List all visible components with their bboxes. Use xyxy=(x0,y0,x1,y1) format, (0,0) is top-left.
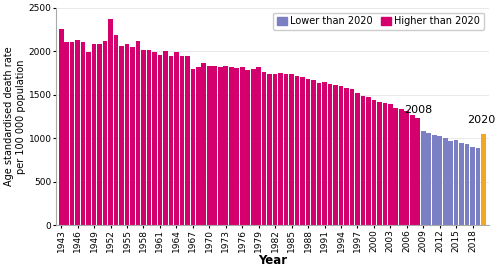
Bar xyxy=(212,66,217,225)
Bar xyxy=(426,133,431,225)
Bar xyxy=(180,56,184,225)
Bar xyxy=(202,63,206,225)
Bar xyxy=(218,67,222,225)
Bar xyxy=(229,67,234,225)
Bar xyxy=(190,69,195,225)
Bar xyxy=(377,102,382,225)
Bar xyxy=(372,100,376,225)
Bar xyxy=(224,66,228,225)
Bar xyxy=(344,88,349,225)
Bar xyxy=(158,55,162,225)
Bar xyxy=(136,41,140,225)
Bar xyxy=(152,52,157,225)
Bar xyxy=(366,97,370,225)
Bar xyxy=(185,56,190,225)
Bar xyxy=(322,82,327,225)
Bar xyxy=(465,144,469,225)
Bar xyxy=(81,42,86,225)
Bar xyxy=(124,44,130,225)
Bar xyxy=(300,77,305,225)
Bar xyxy=(355,93,360,225)
Bar xyxy=(404,111,409,225)
Bar xyxy=(76,40,80,225)
Bar xyxy=(399,109,404,225)
Bar xyxy=(98,44,102,225)
Bar xyxy=(64,43,69,225)
Bar xyxy=(316,83,322,225)
Text: 2020: 2020 xyxy=(466,115,495,125)
Bar xyxy=(59,30,64,225)
Bar xyxy=(262,72,266,225)
Bar xyxy=(454,140,458,225)
Bar xyxy=(338,86,344,225)
Bar xyxy=(119,46,124,225)
Bar xyxy=(196,67,200,225)
Bar xyxy=(476,148,480,225)
Bar xyxy=(481,134,486,225)
Bar xyxy=(168,56,173,225)
Bar xyxy=(421,131,426,225)
Bar xyxy=(438,137,442,225)
Bar xyxy=(102,41,108,225)
Bar xyxy=(416,118,420,225)
Bar xyxy=(460,143,464,225)
Bar xyxy=(306,79,310,225)
Bar xyxy=(290,74,294,225)
Bar xyxy=(240,67,244,225)
X-axis label: Year: Year xyxy=(258,254,287,267)
Bar xyxy=(328,84,332,225)
Legend: Lower than 2020, Higher than 2020: Lower than 2020, Higher than 2020 xyxy=(273,12,484,30)
Bar xyxy=(284,74,288,225)
Bar xyxy=(234,68,239,225)
Text: 2008: 2008 xyxy=(404,105,432,115)
Bar xyxy=(278,73,283,225)
Bar xyxy=(268,74,272,225)
Bar xyxy=(108,19,113,225)
Bar xyxy=(360,96,365,225)
Bar xyxy=(174,52,178,225)
Bar xyxy=(246,70,250,225)
Bar xyxy=(141,50,146,225)
Bar xyxy=(448,141,453,225)
Bar xyxy=(256,67,261,225)
Bar xyxy=(130,47,135,225)
Bar xyxy=(86,52,91,225)
Bar xyxy=(207,66,212,225)
Bar xyxy=(163,51,168,225)
Bar xyxy=(350,89,354,225)
Bar xyxy=(251,69,256,225)
Bar xyxy=(470,147,475,225)
Bar xyxy=(311,80,316,225)
Y-axis label: Age standardised death rate
per 100 000 population: Age standardised death rate per 100 000 … xyxy=(4,47,26,186)
Bar xyxy=(273,74,278,225)
Bar xyxy=(333,85,338,225)
Bar xyxy=(394,108,398,225)
Bar xyxy=(92,44,96,225)
Bar xyxy=(294,76,300,225)
Bar xyxy=(382,102,387,225)
Bar xyxy=(70,43,74,225)
Bar xyxy=(114,35,118,225)
Bar xyxy=(146,50,152,225)
Bar xyxy=(443,138,448,225)
Bar xyxy=(388,104,392,225)
Bar xyxy=(432,135,436,225)
Bar xyxy=(410,115,414,225)
